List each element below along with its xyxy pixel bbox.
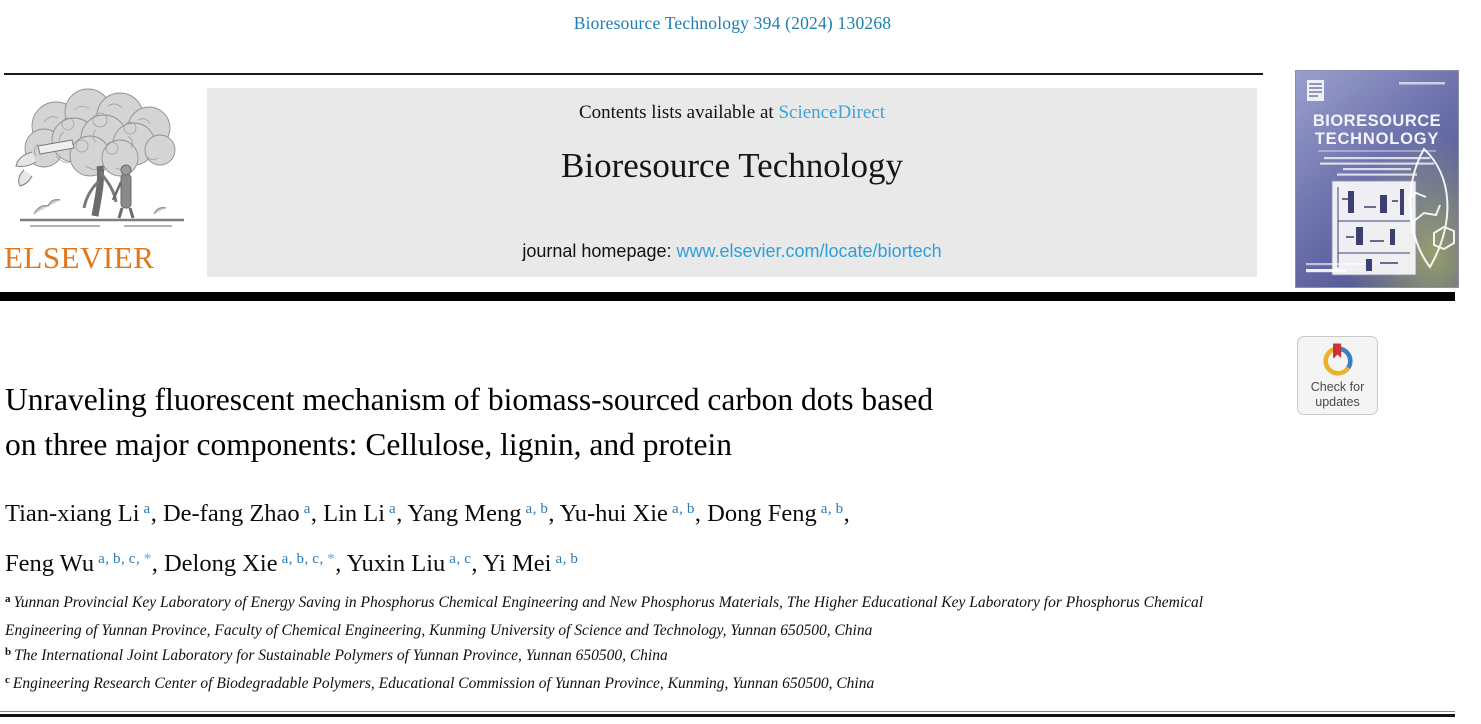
author-name: Yuxin Liu [346,550,446,578]
affiliation-list: a Yunnan Provincial Key Laboratory of Ene… [5,590,1267,698]
affiliation: c Engineering Research Center of Biodegra… [5,671,1267,699]
cover-title-line2: TECHNOLOGY [1315,130,1439,148]
affiliation-text: Engineering Research Center of Biodegrad… [12,674,875,692]
author: Yang Meng a, b, [407,500,560,528]
elsevier-wordmark: ELSEVIER [4,240,155,275]
article-title-line2: on three major components: Cellulose, li… [5,427,732,462]
contents-line-prefix: Contents lists available at [578,102,779,123]
author-list: Tian-xiang Li a, De-fang Zhao a, Lin Li a, … [5,486,1275,586]
author-superscript: a, b, c, * [98,551,152,568]
journal-cover-thumbnail[interactable]: BIORESOURCE TECHNOLOGY [1295,70,1459,288]
footer-rule-thick [0,714,1455,717]
elsevier-logo-block: ELSEVIER [4,86,200,286]
author: Delong Xie a, b, c, *, [163,550,347,578]
author: Tian-xiang Li a, [5,500,163,528]
homepage-line: journal homepage: www.elsevier.com/locat… [207,241,1257,262]
check-for-updates-button[interactable]: Check for updates [1297,336,1378,415]
affiliation: b The International Joint Laboratory for … [5,643,1267,671]
footer-rule-thin [0,711,1455,712]
author: Lin Li a, [323,500,408,528]
cover-leaf-structure [1407,147,1455,269]
author: Feng Wu a, b, c, *, [5,550,164,578]
crossmark-icon [1323,343,1353,376]
author-superscript: a, b [555,551,579,568]
author: Yuxin Liu a, c, [346,550,483,578]
author-name: Lin Li [323,500,386,528]
cover-subtitle-lines [1320,157,1434,176]
author-superscript: a, b, c, * [281,551,336,568]
author: Dong Feng a, b, [707,500,850,528]
author-name: Feng Wu [5,550,95,578]
author-superscript: a [303,501,311,517]
author-superscript: a, b [820,501,844,517]
author: De-fang Zhao a, [162,500,324,528]
badge-label-line1: Check for [1310,380,1365,394]
affiliation: a Yunnan Provincial Key Laboratory of Ene… [5,590,1267,643]
affiliation-marker: b [5,646,12,658]
author-name: Dong Feng [707,500,817,528]
author-superscript: a [143,501,151,517]
journal-title: Bioresource Technology [561,146,903,185]
affiliation-text: The International Joint Laboratory for S… [14,647,668,664]
cover-issn-text [1399,82,1445,85]
cover-stamp [1307,80,1324,101]
article-title-line1: Unraveling fluorescent mechanism of biom… [5,382,934,417]
author-superscript: a, b [525,501,549,517]
sciencedirect-link[interactable]: ScienceDirect [778,102,886,123]
author-name: Tian-xiang Li [5,500,140,528]
author-superscript: a, c [449,551,472,568]
author-name: Yang Meng [407,500,522,528]
author-name: Yu-hui Xie [559,500,668,528]
homepage-prefix: journal homepage: [522,241,677,261]
cover-footer-text [1306,263,1364,273]
elsevier-tree-logo [15,88,184,227]
journal-banner: Contents lists available at ScienceDirec… [207,88,1257,277]
journal-citation-link[interactable]: Bioresource Technology 394 (2024) 130268 [573,13,892,33]
author-superscript: a, b [671,501,695,517]
affiliation-marker: c [5,673,10,686]
affiliation-marker: a [5,593,11,605]
journal-homepage-link[interactable]: www.elsevier.com/locate/biortech [676,241,942,261]
author-name: De-fang Zhao [162,500,300,528]
cover-diagram [1331,180,1417,276]
author-superscript: a [389,501,397,517]
contents-line: Contents lists available at ScienceDirec… [207,102,1257,124]
header-thick-rule [0,292,1455,301]
author: Yi Mei a, b [483,550,579,577]
logo-figure [111,164,135,219]
header-top-rule [4,73,1263,75]
author-name: Delong Xie [163,550,278,578]
author: Yu-hui Xie a, b, [559,500,708,528]
affiliation-text: Yunnan Provincial Key Laboratory of Ener… [5,594,1204,639]
author-name: Yi Mei [482,550,552,578]
logo-ribbon [15,139,75,187]
journal-cover-art: BIORESOURCE TECHNOLOGY [1296,71,1458,287]
article-title: Unraveling fluorescent mechanism of biom… [5,377,1275,467]
cover-title-line1: BIORESOURCE [1313,112,1441,130]
badge-label-line2: updates [1315,394,1360,409]
